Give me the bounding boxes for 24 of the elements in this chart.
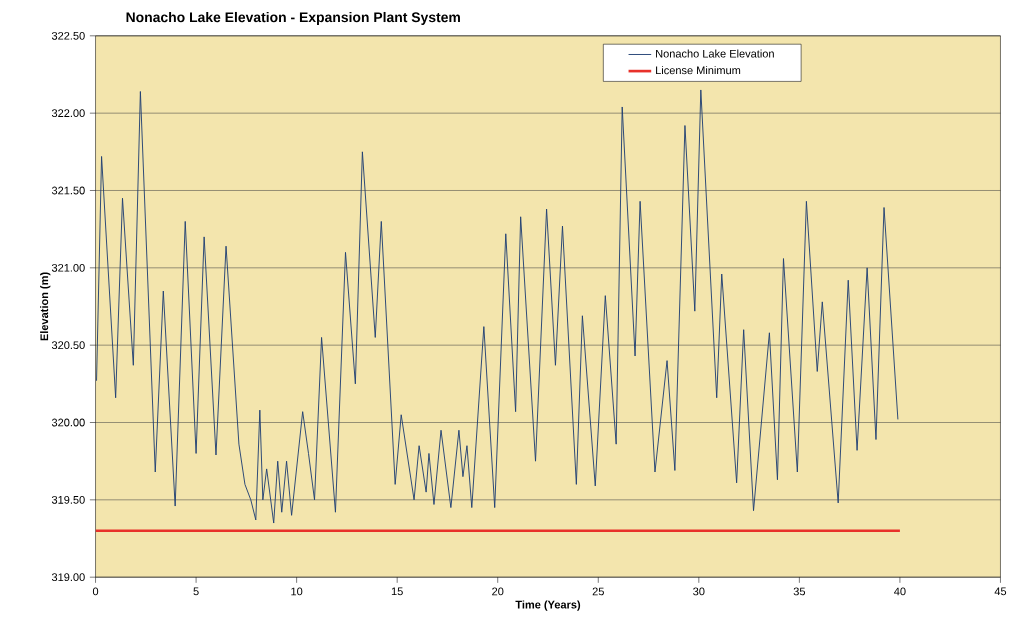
line-series: [96, 89, 899, 524]
chart-title: Nonacho Lake Elevation - Expansion Plant System: [126, 12, 460, 26]
legend-label: License Minimum: [656, 66, 741, 75]
y-tick-label: 320.50: [51, 341, 85, 350]
x-tick-label: 45: [994, 587, 1007, 596]
x-tick-label: 0: [92, 587, 99, 596]
x-tick-label: 5: [193, 587, 199, 596]
x-tick-label: 30: [693, 587, 705, 596]
x-tick-label: 35: [793, 587, 806, 596]
x-tick-label: 20: [492, 587, 504, 596]
x-tick-label: 15: [391, 587, 403, 596]
y-tick-label: 322.50: [51, 32, 85, 40]
y-tick-label: 320.00: [51, 418, 85, 427]
y-tick-label: 319.00: [51, 573, 85, 582]
x-tick-label: 40: [894, 587, 906, 596]
y-tick-label: 321.00: [51, 264, 85, 272]
x-tick-label: 10: [291, 587, 303, 596]
legend-label: Nonacho Lake Elevation: [656, 49, 774, 58]
y-tick-label: 321.50: [51, 186, 85, 195]
y-tick-label: 319.50: [51, 496, 85, 504]
x-axis-title: Time (Years): [515, 600, 581, 611]
y-axis-title: Elevation (m): [40, 272, 51, 341]
x-tick-label: 25: [592, 587, 604, 596]
y-tick-label: 322.00: [51, 109, 85, 118]
